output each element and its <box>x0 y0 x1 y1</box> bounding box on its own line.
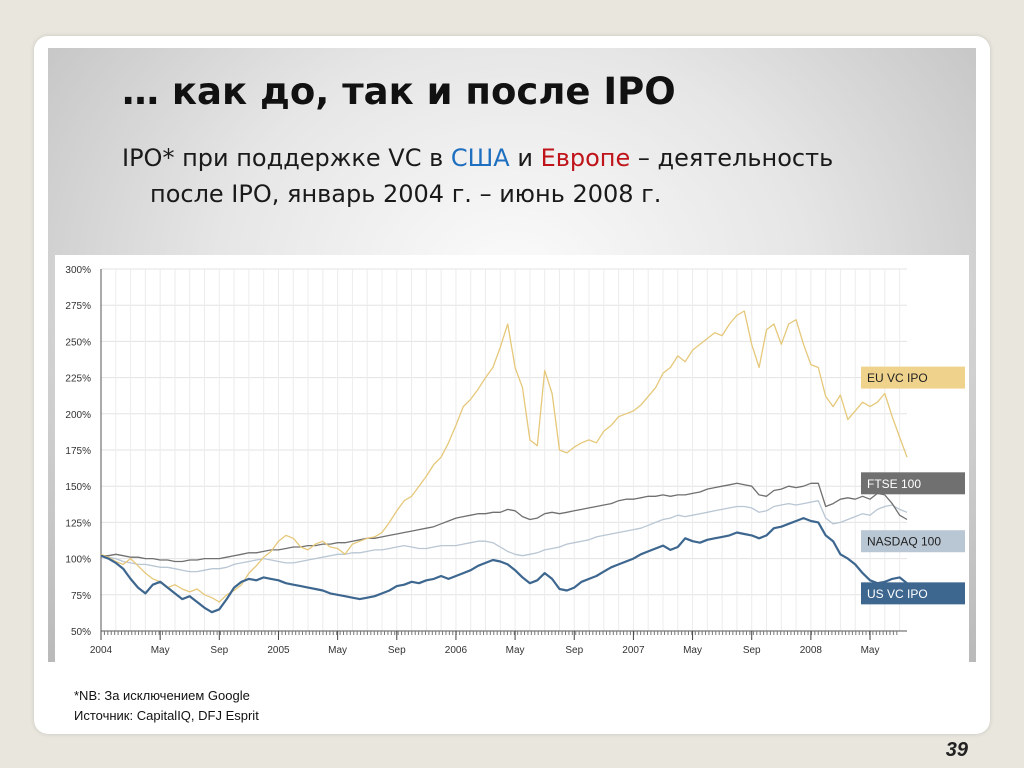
x-tick-label: Sep <box>388 645 406 656</box>
y-tick-label: 300% <box>65 265 91 276</box>
legend-label: US VC IPO <box>867 587 928 601</box>
y-tick-label: 125% <box>65 518 91 529</box>
legend-label: NASDAQ 100 <box>867 535 941 549</box>
y-tick-label: 200% <box>65 410 91 421</box>
series-line-nasdaq-100 <box>100 500 908 573</box>
x-tick-label: Sep <box>210 645 228 656</box>
y-tick-label: 50% <box>71 627 91 638</box>
chart-frame: 50% 75% 100% 125% 150% 175% 200% 225% 250% 275% 30… <box>55 255 969 662</box>
x-tick-label: 2006 <box>445 645 468 656</box>
y-tick-label: 150% <box>65 482 91 493</box>
subtitle-text: IPO* при поддержке VC в <box>122 144 451 172</box>
slide-subtitle: IPO* при поддержке VC в США и Европе – д… <box>122 140 982 212</box>
subtitle-us: США <box>450 144 510 172</box>
y-tick-label: 225% <box>65 374 91 385</box>
series-line-eu-vc-ipo <box>100 310 908 603</box>
y-tick-label: 275% <box>65 301 91 312</box>
legend-label: EU VC IPO <box>867 371 928 385</box>
subtitle-europe: Европе <box>540 144 631 172</box>
performance-chart: 50% 75% 100% 125% 150% 175% 200% 225% 250% 275% 30… <box>65 265 965 656</box>
y-tick-label: 75% <box>71 591 91 602</box>
x-tick-label: May <box>861 645 880 656</box>
series-line-ftse-100 <box>101 482 908 563</box>
x-tick-label: 2005 <box>267 645 290 656</box>
legend-box <box>861 530 965 553</box>
y-tick-label: 175% <box>65 446 91 457</box>
legend-box <box>861 472 965 495</box>
series-line-us-vc-ipo <box>100 517 908 614</box>
y-tick-label: 100% <box>65 555 91 566</box>
y-tick-label: 250% <box>65 337 91 348</box>
source-note: Источник: CapitalIQ, DFJ Esprit <box>74 708 259 723</box>
legend-box <box>861 582 965 605</box>
x-tick-label: 2007 <box>622 645 645 656</box>
x-tick-label: 2004 <box>90 645 113 656</box>
x-tick-label: Sep <box>743 645 761 656</box>
x-tick-label: May <box>506 645 525 656</box>
x-tick-label: May <box>151 645 170 656</box>
x-tick-label: May <box>328 645 347 656</box>
x-tick-label: Sep <box>565 645 583 656</box>
x-tick-label: May <box>683 645 702 656</box>
footnote: *NB: За исключением Google <box>74 688 250 703</box>
x-tick-label: 2008 <box>800 645 823 656</box>
page-number: 39 <box>945 739 968 761</box>
subtitle-and: и <box>509 144 541 172</box>
subtitle-line-2: после IPO, январь 2004 г. – июнь 2008 г. <box>150 180 662 208</box>
legend-box <box>861 366 965 389</box>
subtitle-text-end: – деятельность <box>630 144 834 172</box>
slide-title: … как до, так и после IPO <box>122 70 676 113</box>
legend-label: FTSE 100 <box>867 477 921 491</box>
